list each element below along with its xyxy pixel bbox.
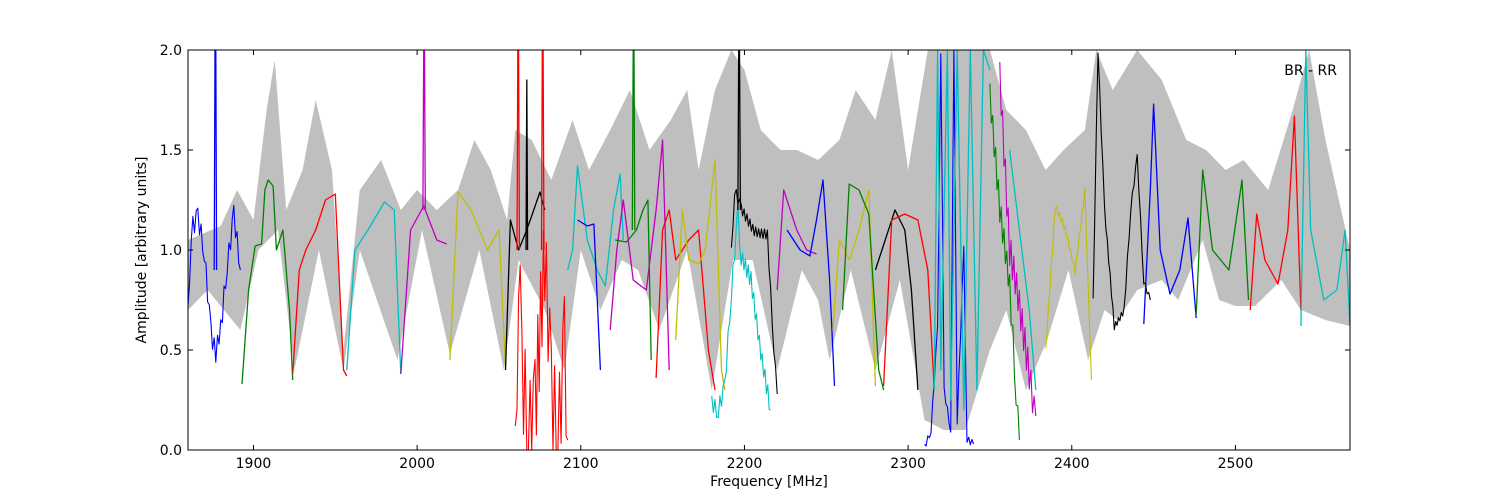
series-line-19 [675, 159, 726, 391]
series-line-8 [504, 191, 546, 371]
series-line-11 [516, 50, 521, 251]
x-tick-label: 2000 [399, 456, 435, 472]
series-line-38 [1249, 115, 1302, 311]
series-line-30 [933, 50, 991, 411]
series-line-1 [213, 50, 218, 271]
envelope-band [188, 50, 1350, 430]
series-line-33 [1008, 149, 1037, 391]
x-tick-label: 2500 [1218, 456, 1254, 472]
x-tick-label: 2200 [727, 456, 763, 472]
series-line-36 [1143, 103, 1197, 325]
series-line-26 [841, 183, 885, 391]
x-tick-label: 2400 [1054, 456, 1090, 472]
series-group [188, 50, 1350, 450]
envelope-band-area [188, 50, 1350, 430]
y-tick-label: 1.5 [160, 143, 182, 159]
series-line-15 [609, 139, 670, 371]
series-line-12 [540, 50, 545, 251]
series-line-13 [567, 165, 624, 287]
series-line-22 [737, 50, 742, 211]
x-axis-label: Frequency [MHz] [710, 474, 828, 490]
series-line-17 [631, 50, 636, 231]
series-line-16 [615, 199, 652, 361]
series-line-28 [882, 213, 935, 391]
series-line-9 [525, 79, 529, 251]
series-line-21 [730, 188, 778, 395]
series-line-14 [577, 219, 602, 371]
x-tick-label: 2300 [890, 456, 926, 472]
series-line-32 [999, 61, 1037, 417]
y-axis-label: Amplitude [arbitrary units] [134, 157, 150, 344]
series-line-37 [1195, 169, 1250, 315]
y-tick-label: 1.0 [160, 243, 182, 259]
x-tick-label: 1900 [236, 456, 272, 472]
y-tick-label: 0.0 [160, 443, 182, 459]
series-line-4 [346, 201, 402, 375]
series-line-23 [776, 189, 817, 291]
series-line-0 [188, 204, 241, 363]
series-line-5 [400, 205, 447, 375]
y-tick-label: 2.0 [160, 43, 182, 59]
series-line-35 [1092, 52, 1151, 331]
series-line-3 [292, 193, 348, 377]
series-line-24 [786, 179, 836, 387]
series-line-20 [711, 202, 771, 419]
series-line-2 [241, 179, 294, 385]
series-line-27 [874, 209, 919, 391]
series-line-10 [514, 229, 569, 450]
series-line-18 [655, 209, 716, 391]
y-tick-label: 0.5 [160, 343, 182, 359]
series-line-31 [989, 83, 1020, 441]
chart-annotation: BR - RR [1284, 63, 1337, 79]
series-line-39 [1300, 50, 1350, 327]
axis-ticks: 1900 2000 2100 2200 2300 2400 2500 0.0 0.5 1.0 1.5… [160, 43, 1350, 472]
x-tick-label: 2100 [563, 456, 599, 472]
series-line-6 [422, 50, 426, 211]
series-line-34 [1045, 186, 1092, 381]
series-line-7 [449, 191, 507, 367]
